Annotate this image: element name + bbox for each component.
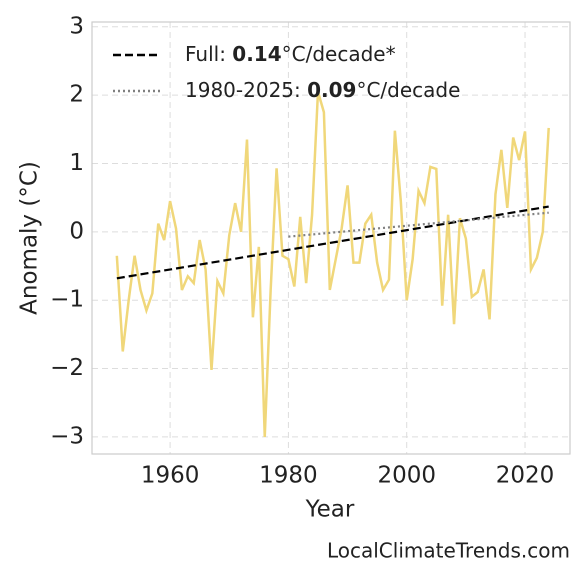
y-axis-label: Anomaly (°C): [17, 161, 43, 315]
x-tick-label: 1980: [259, 463, 318, 489]
trend-line: [116, 205, 549, 280]
legend-label: Full: 0.14°C/decade*: [185, 42, 396, 66]
y-tick-label: 2: [69, 82, 84, 108]
legend-label-part: °C/decade*: [282, 42, 396, 66]
legend-label-part: 0.09: [307, 78, 356, 102]
x-axis-label: Year: [305, 497, 355, 523]
y-tick-label: 3: [69, 13, 84, 39]
y-tick-label: −2: [50, 355, 84, 381]
legend-label: 1980-2025: 0.09°C/decade: [185, 78, 460, 102]
x-tick-label: 2000: [377, 463, 436, 489]
legend-label-part: °C/decade: [356, 78, 460, 102]
y-tick-label: 0: [69, 218, 84, 244]
watermark: LocalClimateTrends.com: [327, 539, 570, 563]
y-tick-label: −1: [50, 287, 84, 313]
legend-label-part: 1980-2025:: [185, 78, 307, 102]
plot-frame: [91, 21, 571, 455]
y-tick-label: −3: [50, 423, 84, 449]
legend-label-part: 0.14: [232, 42, 281, 66]
legend-label-part: Full:: [185, 42, 232, 66]
x-tick-label: 1960: [141, 463, 200, 489]
data-line: [115, 91, 550, 437]
trend-line: [288, 211, 549, 238]
y-tick-label: 1: [69, 150, 84, 176]
x-tick-label: 2020: [496, 463, 555, 489]
